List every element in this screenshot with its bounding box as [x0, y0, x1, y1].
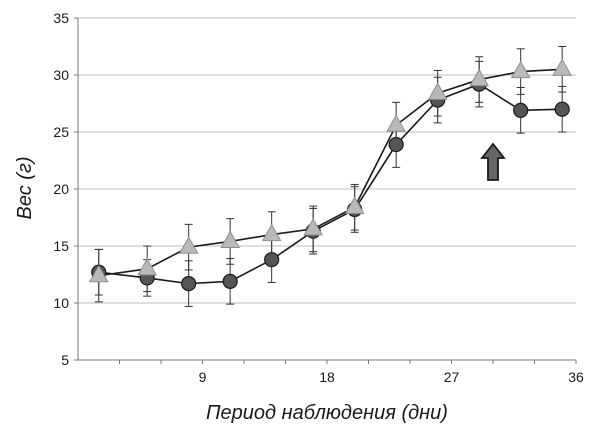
- point-triangle: [386, 114, 407, 132]
- point-triangle: [261, 223, 282, 242]
- point-circle: [513, 102, 529, 118]
- point-triangle: [427, 82, 448, 100]
- x-tick-label: 27: [444, 369, 460, 385]
- tick-label-layer: 5 10 15 20 25 30 35 9 18 27 36: [53, 10, 584, 385]
- y-tick-label: 5: [61, 352, 69, 368]
- y-tick-label: 20: [53, 181, 69, 197]
- y-tick-label: 15: [53, 238, 69, 254]
- annotation-layer: [480, 142, 506, 181]
- point-circle: [388, 136, 404, 153]
- y-axis-label: Вес (г): [14, 157, 36, 220]
- point-circle: [264, 252, 280, 268]
- point-triangle: [469, 68, 490, 87]
- point-triangle: [510, 60, 531, 79]
- series-line-circle: [98, 83, 563, 285]
- point-triangle: [552, 58, 573, 76]
- y-tick-label: 35: [53, 10, 69, 26]
- marker-layer: [88, 58, 573, 292]
- point-circle: [222, 273, 238, 289]
- y-tick-label: 10: [53, 295, 69, 311]
- point-triangle: [220, 230, 241, 249]
- y-tick-label: 25: [53, 124, 69, 140]
- x-tick-label: 9: [199, 369, 207, 385]
- y-tick-label: 30: [53, 67, 69, 83]
- point-circle: [554, 101, 570, 117]
- up-arrow-icon: [480, 142, 506, 181]
- point-circle: [181, 276, 197, 292]
- grid-layer: [78, 17, 576, 304]
- point-triangle: [303, 217, 324, 236]
- axis-layer: [74, 17, 577, 364]
- x-axis-label: Период наблюдения (дни): [206, 402, 448, 424]
- x-tick-label: 36: [568, 369, 584, 385]
- point-triangle: [88, 264, 109, 283]
- point-triangle: [344, 196, 365, 214]
- x-tick-label: 18: [319, 369, 335, 385]
- point-triangle: [178, 236, 199, 254]
- point-triangle: [137, 257, 158, 276]
